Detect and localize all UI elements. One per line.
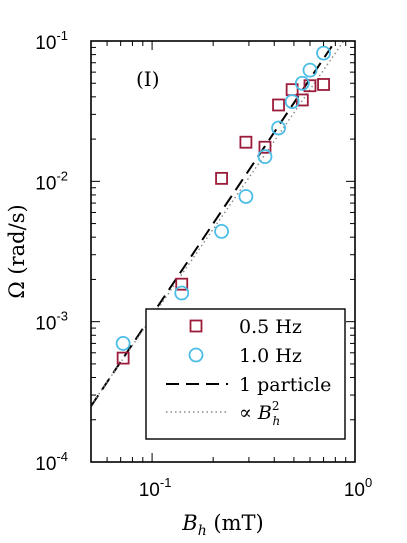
x-tick-label: 100 — [344, 475, 372, 501]
x-axis-label-main: B — [181, 511, 197, 535]
x-axis-label-sub: h — [198, 523, 207, 539]
y-tick-label: 10-2 — [35, 168, 68, 194]
tick-label-exponent: 0 — [365, 475, 372, 490]
y-axis-label: Ω (rad/s) — [5, 204, 29, 298]
data-point-0-5hz — [295, 93, 309, 107]
fit-lines — [91, 41, 345, 407]
tick-label-base: 10 — [139, 480, 160, 501]
data-point-0-5hz — [303, 79, 317, 93]
data-point-1-0hz — [174, 285, 190, 301]
legend-label-main: 1 particle — [239, 374, 331, 396]
panel-label: (I) — [136, 67, 160, 91]
tick-label-base: 10 — [35, 314, 56, 335]
tick-label-exponent: -2 — [56, 168, 68, 183]
legend-circle-marker — [188, 347, 204, 363]
legend-label-main: ∝ — [239, 402, 258, 424]
y-tick-label: 10-4 — [35, 449, 68, 475]
data-point-1-0hz — [284, 94, 300, 109]
data-point-0-5hz — [175, 277, 189, 291]
legend: 0.5 Hz 1.0 Hz 1 particle ∝ B2 h — [145, 308, 346, 440]
quadratic-scaling-line — [91, 41, 345, 406]
data-point-0-5hz — [116, 351, 130, 365]
tick-label-exponent: -4 — [56, 449, 68, 464]
legend-label: 0.5 Hz — [239, 316, 302, 338]
legend-label: 1.0 Hz — [239, 345, 302, 367]
legend-label-superscript: 2 — [272, 399, 280, 413]
tick-label-base: 10 — [344, 480, 365, 501]
x-tick-label: 10-1 — [139, 475, 172, 501]
data-point-0-5hz — [239, 135, 253, 149]
data-point-1-0hz — [294, 75, 310, 91]
data-points — [115, 45, 331, 365]
legend-label: 1 particle — [239, 374, 331, 396]
y-tick-label: 10-1 — [35, 28, 68, 54]
tick-label-exponent: -1 — [160, 475, 172, 490]
data-point-1-0hz — [257, 149, 273, 165]
legend-square-marker — [189, 319, 203, 333]
plot-frame — [90, 40, 356, 463]
data-point-0-5hz — [215, 171, 228, 185]
legend-label: ∝ B2 h — [239, 399, 280, 428]
legend-label-variable: B — [257, 402, 272, 424]
tick-label-exponent: -3 — [56, 309, 68, 324]
data-point-1-0hz — [238, 189, 254, 204]
data-point-0-5hz — [258, 140, 272, 154]
y-tick-label: 10-3 — [35, 309, 68, 335]
data-point-1-0hz — [302, 62, 318, 78]
one-particle-line — [91, 41, 337, 407]
tick-label-exponent: -1 — [56, 28, 68, 43]
tick-label-base: 10 — [35, 33, 56, 54]
tick-label-base: 10 — [35, 454, 56, 475]
data-point-0-5hz — [272, 98, 285, 112]
x-axis-label: Bh (mT) — [181, 511, 263, 539]
data-point-0-5hz — [317, 78, 330, 91]
legend-label-subscript: h — [273, 414, 281, 428]
data-point-1-0hz — [115, 336, 131, 351]
legend-box — [145, 308, 346, 440]
data-point-1-0hz — [271, 120, 286, 136]
data-point-1-0hz — [214, 223, 229, 239]
tick-label-base: 10 — [35, 173, 56, 194]
data-point-1-0hz — [316, 45, 331, 61]
axis-ticks — [90, 40, 356, 463]
x-axis-label-unit: (mT) — [207, 511, 264, 535]
